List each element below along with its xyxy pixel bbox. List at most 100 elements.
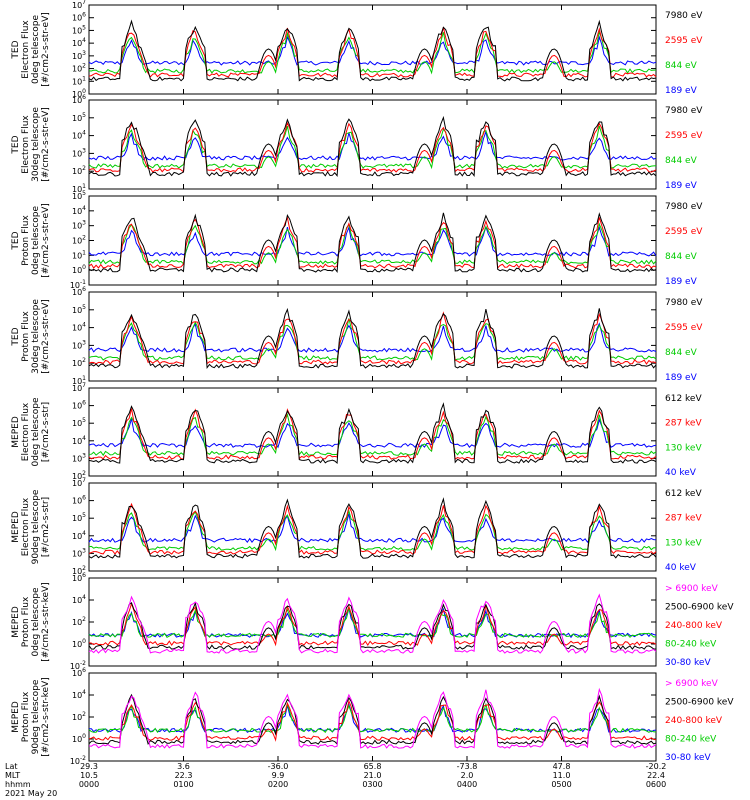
y-axis-label: 90deg telescope xyxy=(31,679,41,754)
y-tick-label: 105 xyxy=(72,304,86,315)
x-row-label: MLT xyxy=(5,771,20,780)
series-trace-80-240-kev xyxy=(88,606,656,638)
x-tick-label: 10.5 xyxy=(80,771,98,780)
y-axis-label: [#/cm2-s-str-keV] xyxy=(41,582,51,661)
y-tick-label: 105 xyxy=(72,24,86,35)
y-tick-label: 102 xyxy=(72,235,86,246)
y-tick-label: 100 xyxy=(72,733,86,744)
series-trace-189-ev xyxy=(88,129,657,161)
x-tick-label: 2.0 xyxy=(461,771,474,780)
series-trace-7980-ev xyxy=(88,115,657,177)
y-axis-label: Proton Flux xyxy=(21,311,31,362)
series-trace-189-ev xyxy=(88,322,657,353)
y-axis-label: Proton Flux xyxy=(21,215,31,266)
series-trace-7980-ev xyxy=(88,307,657,370)
x-tick-label: 9.9 xyxy=(272,771,285,780)
y-axis-label: TED xyxy=(11,135,21,154)
y-axis-label: [#/cm2-s-str-eV] xyxy=(41,107,51,182)
y-axis-label: 0deg telescope xyxy=(31,587,41,657)
panel-frame xyxy=(88,387,657,477)
legend-entry: 844 eV xyxy=(665,61,698,71)
x-tick-label: 29.3 xyxy=(80,762,98,771)
series-trace-30-80-kev xyxy=(88,702,657,733)
series-trace-240-800-kev xyxy=(88,699,657,742)
y-tick-label: 106 xyxy=(72,12,86,23)
y-tick-label: 104 xyxy=(72,594,86,605)
x-tick-label: -36.0 xyxy=(268,762,289,771)
legend-entry: 287 keV xyxy=(665,419,702,429)
y-tick-label: 100 xyxy=(72,638,86,649)
legend-entry: 240-800 keV xyxy=(665,716,723,726)
y-axis-label: [#/cm2-s-str-eV] xyxy=(41,203,51,278)
x-row-label: Lat xyxy=(5,762,18,771)
y-tick-label: 103 xyxy=(72,50,86,61)
legend-entry: > 6900 keV xyxy=(665,584,719,594)
y-tick-label: 104 xyxy=(72,322,86,333)
y-axis-label: 0deg telescope xyxy=(31,397,41,467)
legend-entry: 30-80 keV xyxy=(665,658,711,668)
y-tick-label: 107 xyxy=(72,382,86,393)
x-tick-label: 0400 xyxy=(457,780,477,789)
x-row-label: hhmm xyxy=(5,780,31,789)
x-tick-label: 65.8 xyxy=(364,762,382,771)
y-tick-label: 104 xyxy=(72,689,86,700)
legend-entry: 240-800 keV xyxy=(665,621,723,631)
y-axis-label: [#/cm2-s-str-keV] xyxy=(41,677,51,756)
y-tick-label: 101 xyxy=(72,183,86,194)
series-trace-844-ev xyxy=(88,318,657,361)
x-tick-label: 0300 xyxy=(362,780,382,789)
y-tick-label: 107 xyxy=(72,0,86,10)
y-axis-label: Electron Flux xyxy=(21,115,31,174)
y-axis-label: [#/cm2-s-str] xyxy=(41,497,51,557)
y-tick-label: 102 xyxy=(72,616,86,627)
y-axis-label: 30deg telescope xyxy=(31,107,41,182)
series-trace-2595-ev xyxy=(88,215,657,270)
y-axis-label: Electron Flux xyxy=(21,20,31,79)
y-tick-label: 105 xyxy=(72,112,86,123)
legend-entry: 189 eV xyxy=(665,277,698,287)
y-axis-label: [#/cm2-s-str-eV] xyxy=(41,12,51,87)
legend-entry: 40 keV xyxy=(665,468,697,478)
legend-entry: 2500-6900 keV xyxy=(665,603,734,613)
time-axis: Lat 29.3 3.6 -36.0 65.8 -73.8 47.8 -20.2 MLT 10.5… xyxy=(5,5,666,798)
panel-8: 10-2 100 102 104 106 MEPED Proton Flux 90deg te… xyxy=(11,667,734,766)
legend-entry: 40 keV xyxy=(665,563,697,573)
y-axis-label: Proton Flux xyxy=(21,691,31,742)
legend-entry: 2595 eV xyxy=(665,323,703,333)
series-trace-40-kev xyxy=(88,418,657,449)
y-axis-label: 30deg telescope xyxy=(31,299,41,374)
y-tick-label: 100 xyxy=(72,88,86,99)
x-tick-label: 0200 xyxy=(268,780,288,789)
y-tick-label: 106 xyxy=(72,400,86,411)
panel-frame xyxy=(88,4,657,95)
y-tick-label: 104 xyxy=(72,205,86,216)
y-tick-label: 104 xyxy=(72,130,86,141)
y-tick-label: 105 xyxy=(72,512,86,523)
panel-6: 102 103 104 105 106 107 MEPED Electron Flux 90de… xyxy=(11,477,702,576)
x-tick-label: 0100 xyxy=(173,780,193,789)
y-axis-label: TED xyxy=(11,327,21,346)
x-tick-label: 11.0 xyxy=(553,771,571,780)
legend-entry: 7980 eV xyxy=(665,11,703,21)
legend-entry: 130 keV xyxy=(665,443,702,453)
x-tick-label: 0600 xyxy=(646,780,666,789)
y-tick-label: 10-2 xyxy=(70,660,86,671)
y-axis-label: TED xyxy=(11,40,21,59)
series-trace-130-kev xyxy=(88,509,657,552)
y-axis-label: Proton Flux xyxy=(21,596,31,647)
y-axis-label: MEPED xyxy=(11,606,21,638)
y-tick-label: 102 xyxy=(72,63,86,74)
y-tick-label: 103 xyxy=(72,220,86,231)
y-axis-label: MEPED xyxy=(11,701,21,733)
y-tick-label: 106 xyxy=(72,286,86,297)
legend-entry: 189 eV xyxy=(665,86,698,96)
y-tick-label: 107 xyxy=(72,477,86,488)
y-axis-label: 90deg telescope xyxy=(31,489,41,564)
y-axis-label: MEPED xyxy=(11,511,21,543)
series-trace-189-ev xyxy=(88,225,657,257)
y-tick-label: 104 xyxy=(72,530,86,541)
y-tick-label: 106 xyxy=(72,495,86,506)
series-trace--6900-kev xyxy=(88,687,657,749)
y-tick-label: 102 xyxy=(72,711,86,722)
